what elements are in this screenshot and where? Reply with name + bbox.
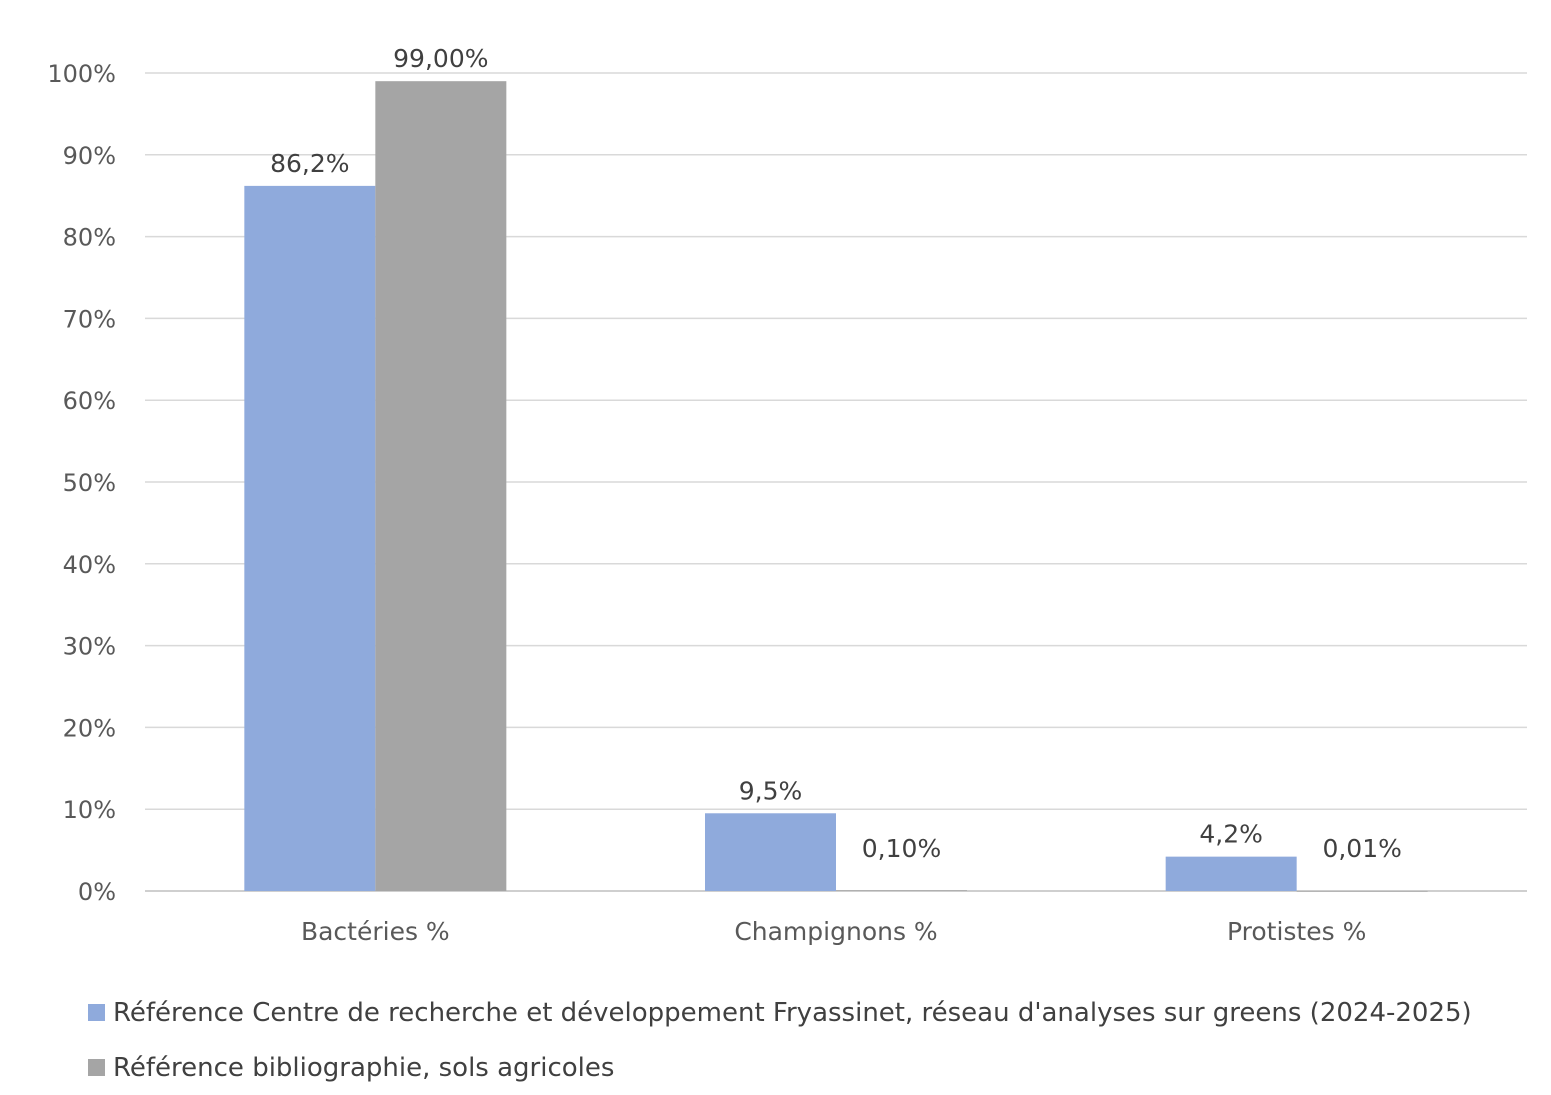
legend-swatch-series-1 [88, 1004, 105, 1021]
bar-series-1-cat-3 [1165, 856, 1297, 891]
y-tick-label: 50% [63, 469, 116, 497]
data-label: 0,10% [862, 834, 941, 863]
legend-item-series-1: Référence Centre de recherche et dévelop… [88, 985, 1472, 1040]
y-tick-label: 0% [78, 878, 116, 906]
y-tick-label: 10% [63, 796, 116, 824]
bar-series-2-cat-3 [1296, 890, 1428, 892]
y-tick-label: 60% [63, 387, 116, 415]
y-tick-label: 30% [63, 633, 116, 661]
x-tick-label: Bactéries % [301, 917, 450, 946]
bar-series-2-cat-2 [836, 890, 967, 891]
x-tick-label: Champignons % [734, 917, 937, 946]
y-tick-label: 100% [47, 60, 116, 88]
data-label: 99,00% [393, 44, 488, 73]
data-label: 4,2% [1199, 820, 1263, 849]
y-tick-label: 80% [63, 224, 116, 252]
bar-series-1-cat-2 [705, 813, 836, 891]
y-tick-label: 70% [63, 305, 116, 333]
data-label: 86,2% [270, 149, 349, 178]
data-label: 0,01% [1322, 834, 1401, 863]
legend-label-series-1: Référence Centre de recherche et dévelop… [113, 997, 1472, 1028]
legend-swatch-series-2 [88, 1059, 105, 1076]
x-tick-label: Protistes % [1227, 917, 1366, 946]
y-tick-label: 20% [63, 714, 116, 742]
bar-chart: 0% 10% 20% 30% 40% 50% 60% 70% 80% 90% 100% 86,2% 99… [47, 44, 1527, 946]
legend: Référence Centre de recherche et dévelop… [88, 985, 1472, 1095]
bar-series-2-cat-1 [375, 81, 507, 892]
y-tick-label: 90% [63, 142, 116, 170]
y-tick-label: 40% [63, 551, 116, 579]
bar-series-1-cat-1 [244, 185, 376, 891]
legend-item-series-2: Référence bibliographie, sols agricoles [88, 1040, 1472, 1095]
data-label: 9,5% [739, 776, 803, 805]
legend-label-series-2: Référence bibliographie, sols agricoles [113, 1052, 615, 1083]
